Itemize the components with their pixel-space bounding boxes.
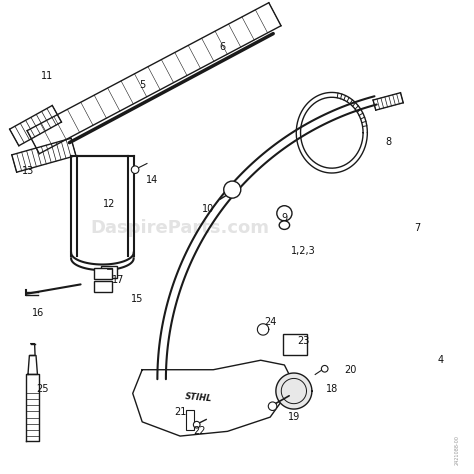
FancyBboxPatch shape <box>94 281 112 292</box>
Text: 8: 8 <box>386 137 392 147</box>
Text: 16: 16 <box>32 308 44 318</box>
Text: 12: 12 <box>103 199 115 209</box>
Text: 24: 24 <box>264 317 276 328</box>
FancyBboxPatch shape <box>101 266 117 278</box>
Text: 15: 15 <box>131 293 144 304</box>
Text: 6: 6 <box>220 42 226 53</box>
FancyBboxPatch shape <box>94 268 112 279</box>
Text: 13: 13 <box>22 165 35 176</box>
Text: STIHL: STIHL <box>185 392 213 404</box>
Text: 20: 20 <box>345 365 357 375</box>
Circle shape <box>276 373 312 409</box>
Text: DaspireParts.com: DaspireParts.com <box>91 219 270 237</box>
Text: 9: 9 <box>282 213 287 223</box>
Text: 4: 4 <box>438 355 444 365</box>
Polygon shape <box>28 356 37 374</box>
Text: 11: 11 <box>41 71 54 81</box>
Text: 25: 25 <box>36 383 49 394</box>
Text: 18: 18 <box>326 383 338 394</box>
Circle shape <box>277 206 292 221</box>
Text: 10: 10 <box>202 203 215 214</box>
Text: 21: 21 <box>174 407 186 418</box>
Text: 1,2,3: 1,2,3 <box>291 246 316 256</box>
Text: 19: 19 <box>288 412 300 422</box>
Ellipse shape <box>279 221 290 229</box>
Text: 14: 14 <box>146 175 158 185</box>
Text: 2421088-00: 2421088-00 <box>455 435 460 465</box>
FancyBboxPatch shape <box>283 334 307 355</box>
Polygon shape <box>26 374 39 441</box>
Polygon shape <box>30 344 35 356</box>
Text: 17: 17 <box>112 274 125 285</box>
Circle shape <box>321 365 328 372</box>
Text: 23: 23 <box>297 336 310 346</box>
FancyBboxPatch shape <box>186 410 194 430</box>
Circle shape <box>193 421 200 428</box>
Circle shape <box>224 181 241 198</box>
Text: 7: 7 <box>414 222 420 233</box>
Text: 22: 22 <box>193 426 205 437</box>
Text: 5: 5 <box>139 80 146 91</box>
Circle shape <box>131 166 139 173</box>
Circle shape <box>268 402 277 410</box>
